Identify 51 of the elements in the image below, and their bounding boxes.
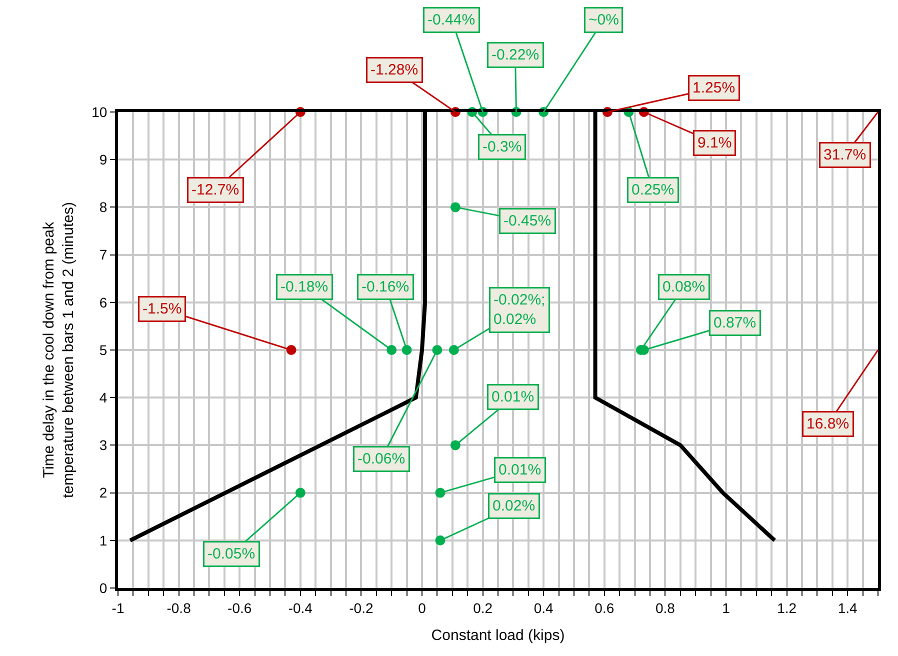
y-tick-label: 8	[99, 199, 108, 216]
x-tick-label: 0.2	[473, 600, 493, 616]
annotation: -1.28%	[370, 62, 418, 78]
annotation: -0.44%	[428, 12, 476, 28]
x-tick-label: 1.2	[777, 600, 797, 616]
x-axis-title: Constant load (kips)	[431, 626, 565, 644]
x-tick-label: 1	[722, 600, 730, 616]
annotation: 31.7%	[824, 146, 866, 164]
x-tick-label: 0.4	[534, 600, 554, 616]
x-tick-label: 0.8	[655, 600, 676, 616]
y-axis-title: Time delay in the cool down from peak temperature between bars 1 and 2 (minutes)	[40, 202, 77, 498]
x-tick-label: -0.4	[288, 600, 313, 616]
annotation: 0.25%	[632, 182, 674, 198]
y-tick-label: 2	[99, 484, 108, 501]
annotation: 0.08%	[662, 278, 706, 296]
annotation: -1.5%	[142, 300, 182, 318]
y-tick-label: 6	[99, 294, 108, 310]
annotation: 0.87%	[714, 314, 756, 332]
y-tick-label: 3	[99, 437, 108, 454]
annotation: -0.3%	[482, 138, 522, 156]
annotation: -0.02%; 0.02%	[494, 292, 546, 328]
y-tick-label: 1	[99, 532, 108, 548]
x-tick-label: -1	[112, 600, 124, 616]
x-tick-label: -0.8	[166, 600, 192, 616]
x-tick-label: 1.4	[838, 600, 858, 616]
annotation: -0.18%	[280, 278, 328, 296]
y-tick-label: 10	[92, 104, 108, 120]
annotation: -12.7%	[192, 182, 240, 198]
y-tick-label: 5	[99, 342, 108, 358]
line-series	[128, 112, 428, 542]
x-tick-label: 0	[418, 600, 426, 616]
annotation: -0.16%	[362, 278, 410, 296]
y-tick-label: 4	[99, 390, 108, 406]
annotation: 0.02%	[492, 498, 536, 514]
annotation: 9.1%	[698, 134, 732, 152]
annotation: -0.05%	[208, 546, 256, 562]
y-tick-label: 9	[99, 152, 108, 168]
y-tick-label: 0	[99, 580, 108, 596]
annotation: ~0%	[588, 12, 619, 28]
annotation: 16.8%	[806, 416, 850, 432]
annotation: 1.25%	[692, 80, 736, 96]
line-series	[593, 112, 777, 542]
x-tick-label: -0.6	[228, 600, 252, 616]
annotation: -0.22%	[492, 46, 540, 64]
annotation: -0.06%	[358, 450, 406, 468]
annotation: -0.45%	[504, 212, 552, 230]
x-tick-label: -0.2	[349, 600, 374, 616]
x-tick-label: 0.6	[594, 600, 614, 616]
annotation: 0.01%	[498, 462, 542, 478]
y-tick-label: 7	[99, 246, 108, 263]
annotation: 0.01%	[492, 388, 534, 406]
